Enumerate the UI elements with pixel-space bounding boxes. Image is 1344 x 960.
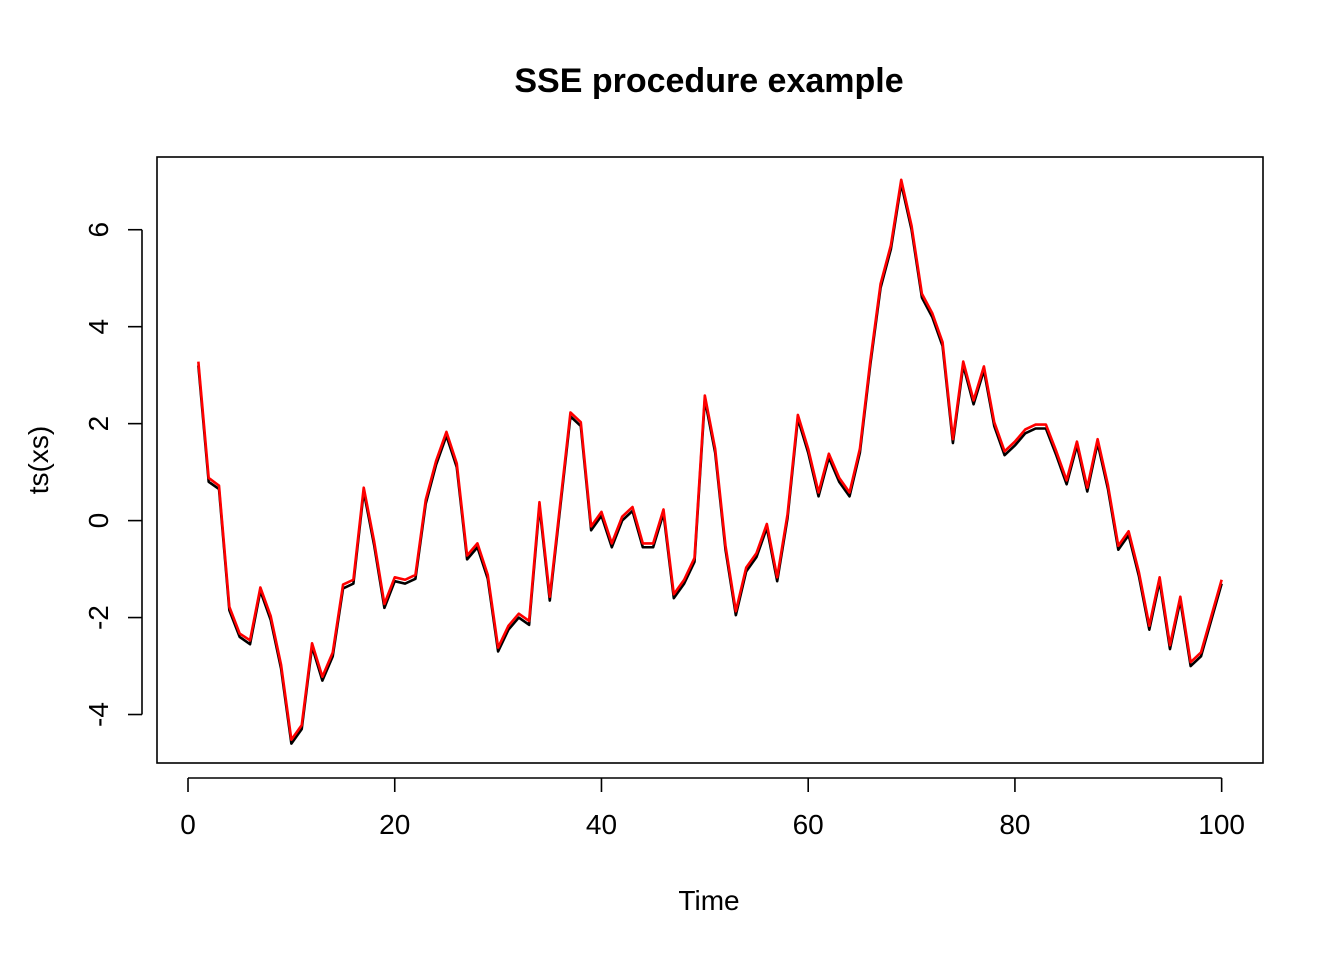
y-tick-label: -2 bbox=[83, 605, 114, 630]
x-tick-label: 0 bbox=[180, 809, 196, 840]
x-axis-label: Time bbox=[678, 885, 739, 916]
x-tick-label: 40 bbox=[586, 809, 617, 840]
x-tick-label: 60 bbox=[793, 809, 824, 840]
x-tick-label: 80 bbox=[999, 809, 1030, 840]
y-tick-label: 2 bbox=[83, 416, 114, 432]
series-layer bbox=[197, 178, 1223, 745]
chart-title: SSE procedure example bbox=[514, 62, 903, 100]
y-tick-label: -4 bbox=[83, 702, 114, 727]
x-tick-label: 20 bbox=[379, 809, 410, 840]
series-line-2 bbox=[197, 178, 1223, 742]
y-tick-label: 4 bbox=[83, 319, 114, 335]
x-tick-label: 100 bbox=[1198, 809, 1245, 840]
x-axis: 0 20 40 60 80 100 bbox=[180, 777, 1245, 840]
y-axis: -4 -2 0 2 4 6 bbox=[83, 222, 143, 727]
plot-frame bbox=[156, 156, 1264, 764]
y-axis-label: ts(xs) bbox=[23, 426, 54, 494]
y-tick-label: 6 bbox=[83, 222, 114, 238]
series-line-1 bbox=[197, 182, 1223, 745]
y-tick-label: 0 bbox=[83, 513, 114, 529]
